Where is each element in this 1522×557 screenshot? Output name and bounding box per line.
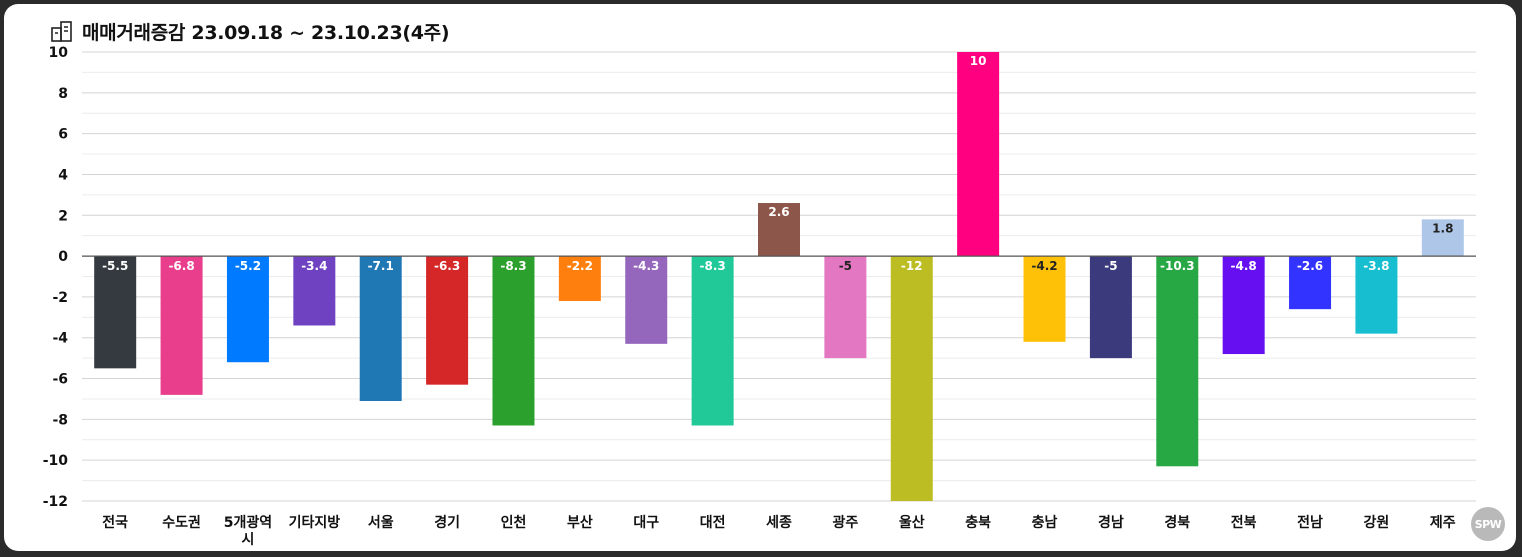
bar-경북	[1156, 256, 1199, 467]
data-label: -2.2	[567, 259, 593, 273]
bar-울산	[890, 256, 933, 501]
x-tick-label: 제주	[1430, 515, 1456, 531]
y-tick-label: -2	[52, 290, 68, 306]
data-label: -8.3	[500, 259, 526, 273]
building-icon	[51, 21, 72, 42]
x-tick-label: 충북	[965, 515, 991, 531]
bar-강원	[1355, 256, 1398, 334]
bar-대구	[625, 256, 668, 344]
y-tick-label: 4	[58, 167, 68, 183]
bar-경기	[426, 256, 469, 385]
x-axis-labels: 전국 수도권 5개광역 시 기타지방 서울 경기 인천 부산 대구 대전 세종 광주 울산 충북 충남 경남 경북…	[102, 514, 1455, 548]
bar-제주	[1421, 219, 1464, 257]
y-axis-ticks: 10 8 6 4 2 0 -2 -4 -6 -8 -10 -12	[43, 45, 69, 510]
data-label: -3.4	[301, 259, 327, 273]
bar-기타지방	[293, 256, 336, 326]
title-row: 매매거래증감 23.09.18 ~ 23.10.23(4주)	[50, 16, 450, 46]
bar-광주	[824, 256, 867, 359]
data-label: -8.3	[699, 259, 725, 273]
y-tick-label: -12	[43, 494, 68, 510]
bar-대전	[691, 256, 734, 426]
data-label: -4.3	[633, 259, 659, 273]
y-tick-label: -10	[43, 453, 69, 469]
x-tick-label: 전국	[102, 514, 128, 531]
x-tick-label: 대전	[700, 514, 726, 531]
data-label: 10	[970, 54, 987, 68]
bar-chart: 10 8 6 4 2 0 -2 -4 -6 -8 -10 -12 -5.5 -6.8 -5.2 -3.4 -7…	[43, 45, 1476, 548]
x-tick-label: 전남	[1297, 514, 1323, 531]
x-tick-label: 수도권	[162, 515, 201, 531]
bar-부산	[558, 256, 601, 301]
y-tick-label: 6	[58, 127, 68, 143]
bars	[94, 52, 1464, 501]
data-label: 1.8	[1432, 221, 1453, 235]
data-label: -12	[901, 259, 923, 273]
data-label: -3.8	[1363, 259, 1389, 273]
x-tick-label: 충남	[1032, 514, 1058, 531]
data-label: -4.8	[1231, 259, 1257, 273]
data-label: 2.6	[768, 205, 789, 219]
bar-서울	[359, 256, 402, 401]
bar-전국	[94, 256, 137, 369]
chart-card: 매매거래증감 23.09.18 ~ 23.10.23(4주) 10 8 6 4 2 0 -2…	[4, 4, 1516, 551]
x-tick-label: 경남	[1098, 514, 1124, 531]
x-tick-label: 인천	[501, 514, 527, 531]
bar-충남	[1023, 256, 1066, 342]
x-tick-label: 울산	[899, 514, 925, 531]
x-tick-label: 세종	[766, 515, 792, 531]
chart-title: 매매거래증감 23.09.18 ~ 23.10.23(4주)	[82, 21, 450, 44]
bar-세종	[758, 203, 800, 257]
data-label: -6.3	[434, 259, 460, 273]
y-tick-label: 0	[58, 249, 68, 265]
y-tick-label: 10	[49, 45, 69, 61]
bar-수도권	[160, 256, 203, 395]
bar-전남	[1289, 256, 1332, 310]
data-label: -10.3	[1160, 259, 1195, 273]
bar-5개광역시	[226, 256, 269, 363]
x-tick-label: 대구	[633, 515, 659, 531]
bar-전북	[1222, 256, 1265, 355]
x-tick-label: 강원	[1364, 514, 1390, 531]
x-tick-label: 경북	[1164, 514, 1190, 531]
x-tick-label: 경기	[434, 514, 460, 531]
data-label: -5.5	[102, 259, 128, 273]
data-label: -5	[1104, 259, 1117, 273]
data-labels: -5.5 -6.8 -5.2 -3.4 -7.1 -6.3 -8.3 -2.2 -4.3 -8.3…	[102, 54, 1453, 273]
data-label: -5	[839, 259, 852, 273]
bar-경남	[1089, 256, 1132, 359]
y-tick-label: -4	[52, 331, 68, 347]
data-label: -4.2	[1031, 259, 1057, 273]
grid-lines	[82, 51, 1476, 502]
y-tick-label: -8	[52, 412, 68, 428]
data-label: -6.8	[168, 259, 194, 273]
spw-watermark-logo: SPW	[1471, 507, 1505, 541]
x-tick-label: 전북	[1231, 514, 1257, 531]
x-tick-label: 5개광역 시	[224, 514, 272, 548]
x-tick-label: 광주	[832, 514, 858, 531]
y-tick-label: 8	[58, 86, 68, 102]
bar-충북	[957, 52, 1000, 257]
data-label: -2.6	[1297, 259, 1323, 273]
y-tick-label: 2	[58, 208, 68, 224]
x-tick-label: 부산	[567, 514, 593, 531]
data-label: -7.1	[368, 259, 394, 273]
x-tick-label: 기타지방	[289, 514, 341, 531]
y-tick-label: -6	[52, 372, 68, 388]
x-tick-label: 서울	[368, 514, 394, 531]
bar-인천	[492, 256, 535, 426]
data-label: -5.2	[235, 259, 261, 273]
